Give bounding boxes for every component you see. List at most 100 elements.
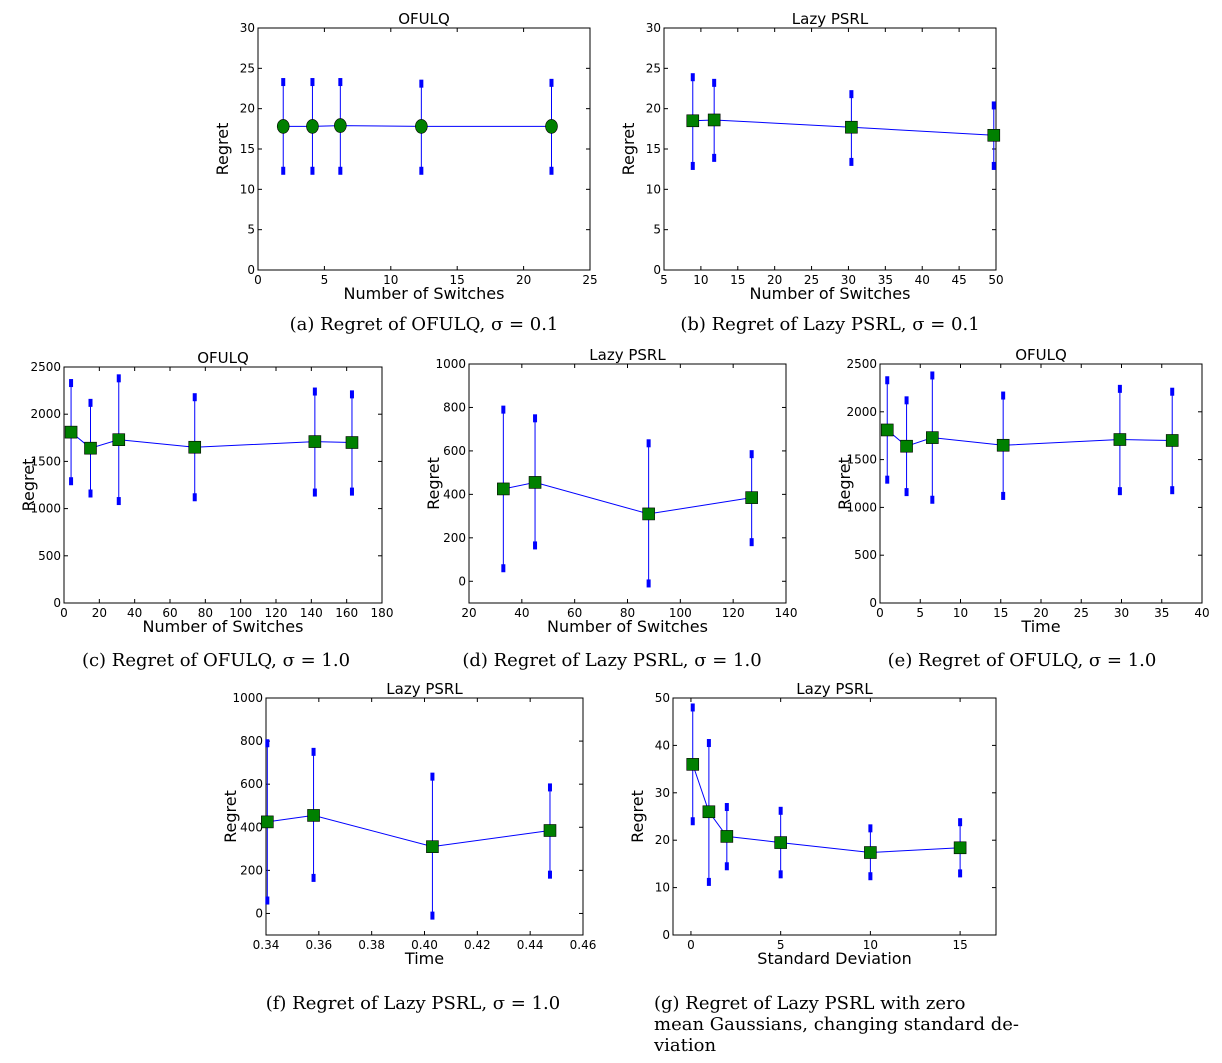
x-tick-label: 5 <box>777 938 785 952</box>
error-cap-low <box>116 497 121 506</box>
chart-title: Lazy PSRL <box>792 10 869 28</box>
error-cap-low <box>706 877 711 886</box>
error-cap-high <box>690 703 695 712</box>
chart-title: Lazy PSRL <box>796 680 873 698</box>
y-tick-label: 20 <box>240 102 255 116</box>
error-cap-high <box>549 78 554 87</box>
y-tick-label: 2000 <box>846 405 877 419</box>
x-tick-label: 60 <box>162 606 177 620</box>
error-cap-high <box>904 396 909 405</box>
x-tick-label: 15 <box>952 938 967 952</box>
y-tick-label: 0 <box>255 906 263 920</box>
error-cap-low <box>712 153 717 162</box>
y-tick-label: 600 <box>240 777 263 791</box>
data-point <box>864 846 877 859</box>
y-tick-label: 50 <box>655 691 670 705</box>
y-tick-label: 2500 <box>846 357 877 371</box>
data-point <box>987 128 1001 142</box>
error-cap-low <box>749 538 754 547</box>
y-tick-label: 1000 <box>232 691 263 705</box>
error-cap-high <box>116 374 121 383</box>
data-point <box>880 423 894 437</box>
x-tick-label: 0 <box>687 938 695 952</box>
error-cap-low <box>868 872 873 881</box>
error-cap-low <box>419 166 424 175</box>
y-axis-label: Regret <box>424 457 443 510</box>
y-tick-label: 25 <box>240 61 255 75</box>
y-tick-label: 15 <box>646 142 661 156</box>
x-tick-label: 10 <box>383 273 398 287</box>
data-point <box>345 436 359 449</box>
x-tick-label: 0.38 <box>358 938 385 952</box>
series-line <box>692 764 961 854</box>
data-point <box>112 433 126 446</box>
y-tick-label: 400 <box>443 487 466 501</box>
error-cap-low <box>690 161 695 170</box>
error-cap-high <box>778 806 783 815</box>
y-tick-label: 0 <box>458 574 466 588</box>
subfigure-caption-line: viation <box>653 1035 716 1056</box>
error-cap-high <box>930 371 935 380</box>
x-axis-label: Number of Switches <box>750 284 911 303</box>
x-tick-label: 100 <box>669 606 692 620</box>
error-cap-high <box>885 376 890 385</box>
error-cap-high <box>991 101 996 110</box>
x-tick-label: 25 <box>1074 606 1089 620</box>
data-point <box>642 507 655 521</box>
y-tick-label: 5 <box>247 223 255 237</box>
x-tick-label: 15 <box>730 273 745 287</box>
y-tick-label: 30 <box>240 21 255 35</box>
x-tick-label: 0.40 <box>411 938 438 952</box>
data-point <box>426 840 439 853</box>
y-axis-label: Regret <box>19 459 38 512</box>
error-cap-low <box>338 166 343 175</box>
y-tick-label: 800 <box>443 400 466 414</box>
y-tick-label: 0 <box>662 928 670 942</box>
error-cap-low <box>958 869 963 878</box>
subfigure-caption: (a) Regret of OFULQ, σ = 0.1 <box>290 314 559 335</box>
y-tick-label: 1000 <box>846 500 877 514</box>
error-cap-low <box>69 477 74 486</box>
error-cap-high <box>533 414 538 423</box>
x-tick-label: 0.44 <box>517 938 544 952</box>
data-point <box>306 119 319 134</box>
y-tick-label: 10 <box>655 881 670 895</box>
data-point <box>261 815 274 829</box>
error-cap-low <box>533 541 538 550</box>
x-tick-label: 40 <box>127 606 142 620</box>
error-cap-high <box>338 78 343 87</box>
data-point <box>545 119 558 134</box>
x-axis-label: Time <box>1020 617 1060 636</box>
y-axis-label: Regret <box>221 790 240 843</box>
error-cap-low <box>1170 486 1175 495</box>
error-cap-low <box>88 489 93 498</box>
error-cap-high <box>281 78 286 87</box>
y-tick-label: 30 <box>655 786 670 800</box>
error-cap-high <box>69 379 74 388</box>
chart-title: OFULQ <box>1015 346 1067 364</box>
x-tick-label: 10 <box>863 938 878 952</box>
error-cap-low <box>849 157 854 166</box>
data-point <box>84 441 97 455</box>
x-tick-label: 30 <box>1114 606 1129 620</box>
x-tick-label: 120 <box>722 606 745 620</box>
error-cap-high <box>265 739 270 748</box>
y-tick-label: 0 <box>53 596 61 610</box>
data-point <box>686 758 700 771</box>
data-point <box>415 119 428 134</box>
y-axis-label: Regret <box>213 123 232 176</box>
x-tick-label: 25 <box>804 273 819 287</box>
error-cap-high <box>547 783 552 792</box>
y-tick-label: 400 <box>240 820 263 834</box>
data-point <box>720 830 734 843</box>
error-cap-high <box>312 387 317 396</box>
x-tick-label: 60 <box>567 606 582 620</box>
y-tick-label: 500 <box>38 549 61 563</box>
y-tick-label: 200 <box>443 531 466 545</box>
x-tick-label: 0.46 <box>570 938 597 952</box>
series-line <box>692 119 994 136</box>
y-tick-label: 10 <box>646 182 661 196</box>
y-tick-label: 2500 <box>30 360 61 374</box>
subplot-a: 0 5 10 15 20 25 0 5 10 15 20 25 30 OFULQ Number of Swi… <box>213 10 598 335</box>
